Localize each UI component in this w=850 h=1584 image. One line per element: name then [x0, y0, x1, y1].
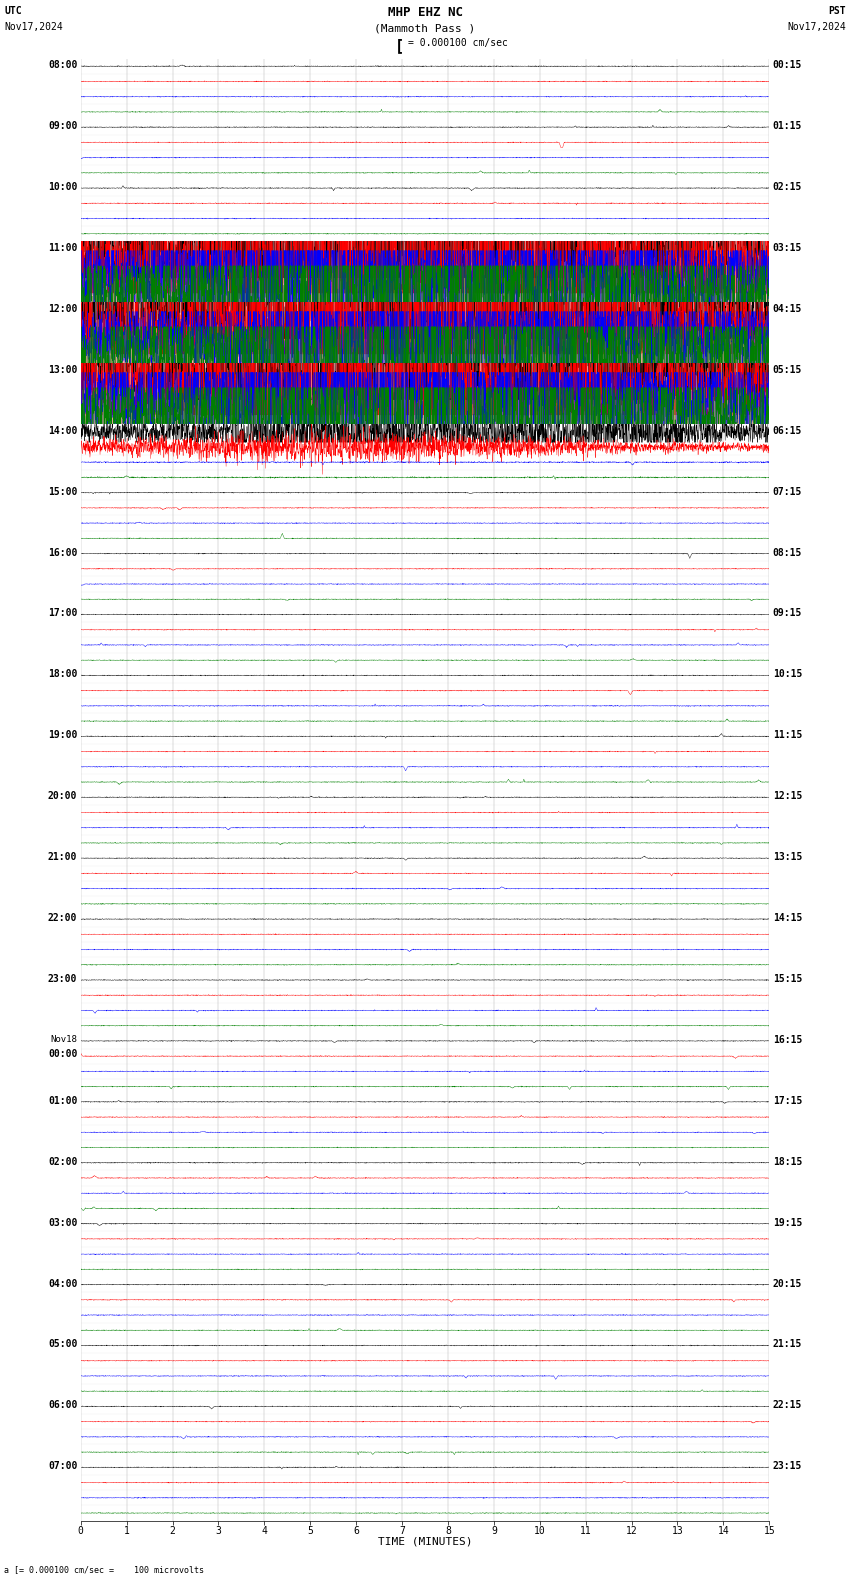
Text: 18:00: 18:00 [48, 670, 77, 680]
Text: 04:15: 04:15 [773, 304, 802, 314]
Text: 20:15: 20:15 [773, 1278, 802, 1288]
Text: UTC: UTC [4, 6, 22, 16]
Text: 22:00: 22:00 [48, 912, 77, 923]
Text: 15:00: 15:00 [48, 486, 77, 497]
Text: 12:00: 12:00 [48, 304, 77, 314]
Text: (Mammoth Pass ): (Mammoth Pass ) [374, 24, 476, 33]
Text: Nov17,2024: Nov17,2024 [4, 22, 63, 32]
Text: 02:15: 02:15 [773, 182, 802, 192]
Text: Nov17,2024: Nov17,2024 [787, 22, 846, 32]
Text: 18:15: 18:15 [773, 1156, 802, 1167]
Text: 15:15: 15:15 [773, 974, 802, 984]
Text: 21:00: 21:00 [48, 852, 77, 862]
Text: 19:00: 19:00 [48, 730, 77, 740]
Text: 03:00: 03:00 [48, 1218, 77, 1228]
Text: 14:00: 14:00 [48, 426, 77, 436]
Text: 16:00: 16:00 [48, 548, 77, 558]
Text: 23:00: 23:00 [48, 974, 77, 984]
Text: PST: PST [828, 6, 846, 16]
Text: TIME (MINUTES): TIME (MINUTES) [377, 1536, 473, 1546]
Text: 17:00: 17:00 [48, 608, 77, 618]
Text: 06:00: 06:00 [48, 1400, 77, 1410]
Text: 20:00: 20:00 [48, 790, 77, 802]
Text: 23:15: 23:15 [773, 1462, 802, 1472]
Text: 13:00: 13:00 [48, 364, 77, 375]
Text: MHP EHZ NC: MHP EHZ NC [388, 6, 462, 19]
Text: Nov18: Nov18 [50, 1034, 77, 1044]
Text: 13:15: 13:15 [773, 852, 802, 862]
Text: [: [ [394, 38, 404, 52]
Text: 11:00: 11:00 [48, 242, 77, 253]
Text: 00:00: 00:00 [48, 1049, 77, 1060]
Text: 16:15: 16:15 [773, 1034, 802, 1045]
Text: 11:15: 11:15 [773, 730, 802, 740]
Text: 01:15: 01:15 [773, 120, 802, 131]
Text: 22:15: 22:15 [773, 1400, 802, 1410]
Text: 04:00: 04:00 [48, 1278, 77, 1288]
Text: 03:15: 03:15 [773, 242, 802, 253]
Text: 08:00: 08:00 [48, 60, 77, 70]
Text: 08:15: 08:15 [773, 548, 802, 558]
Text: 07:00: 07:00 [48, 1462, 77, 1472]
Text: 14:15: 14:15 [773, 912, 802, 923]
Text: 21:15: 21:15 [773, 1340, 802, 1350]
Text: 09:15: 09:15 [773, 608, 802, 618]
Text: 01:00: 01:00 [48, 1096, 77, 1106]
Text: 17:15: 17:15 [773, 1096, 802, 1106]
Text: = 0.000100 cm/sec: = 0.000100 cm/sec [408, 38, 507, 48]
Text: 09:00: 09:00 [48, 120, 77, 131]
Text: 10:00: 10:00 [48, 182, 77, 192]
Text: 00:15: 00:15 [773, 60, 802, 70]
Text: a [= 0.000100 cm/sec =    100 microvolts: a [= 0.000100 cm/sec = 100 microvolts [4, 1565, 204, 1574]
Text: 05:00: 05:00 [48, 1340, 77, 1350]
Text: 06:15: 06:15 [773, 426, 802, 436]
Text: 05:15: 05:15 [773, 364, 802, 375]
Text: 07:15: 07:15 [773, 486, 802, 497]
Text: 19:15: 19:15 [773, 1218, 802, 1228]
Text: 12:15: 12:15 [773, 790, 802, 802]
Text: 10:15: 10:15 [773, 670, 802, 680]
Text: 02:00: 02:00 [48, 1156, 77, 1167]
